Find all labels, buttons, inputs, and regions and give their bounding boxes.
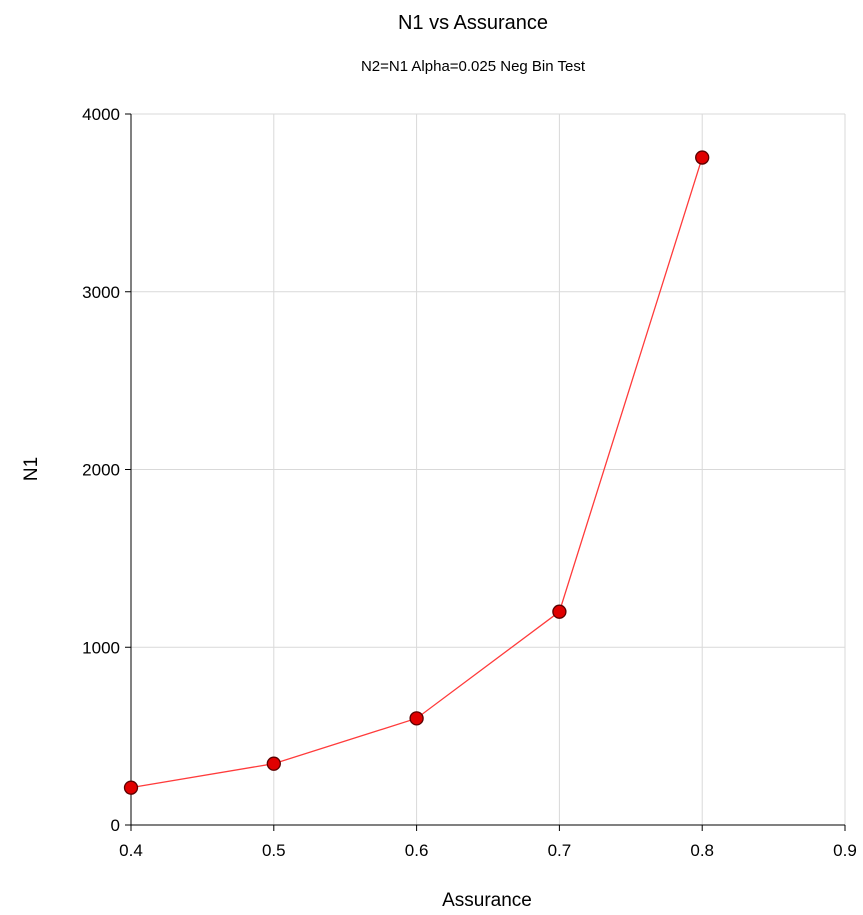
x-axis-label: Assurance <box>442 890 532 911</box>
x-tick-label: 0.7 <box>548 841 572 860</box>
y-tick-label: 0 <box>111 816 120 835</box>
x-tick-label: 0.8 <box>690 841 714 860</box>
data-series <box>123 150 710 795</box>
data-point <box>266 756 281 771</box>
chart-title: N1 vs Assurance <box>398 12 548 34</box>
tick-labels: 0.4 0.5 0.6 0.7 0.8 0.9 0 1000 2000 3000 4000 <box>82 105 857 860</box>
y-tick-label: 4000 <box>82 105 120 124</box>
y-axis-label: N1 <box>21 457 42 481</box>
y-tick-label: 3000 <box>82 283 120 302</box>
x-tick-label: 0.9 <box>833 841 857 860</box>
y-tick-label: 2000 <box>82 461 120 480</box>
data-point <box>552 604 567 619</box>
data-point <box>409 711 424 726</box>
chart-subtitle: N2=N1 Alpha=0.025 Neg Bin Test <box>361 58 586 75</box>
data-point <box>695 150 710 165</box>
grid <box>131 113 846 825</box>
axes <box>125 113 846 831</box>
x-tick-label: 0.6 <box>405 841 429 860</box>
x-tick-label: 0.4 <box>119 841 143 860</box>
y-tick-label: 1000 <box>82 638 120 657</box>
data-point <box>123 780 139 795</box>
x-tick-label: 0.5 <box>262 841 286 860</box>
